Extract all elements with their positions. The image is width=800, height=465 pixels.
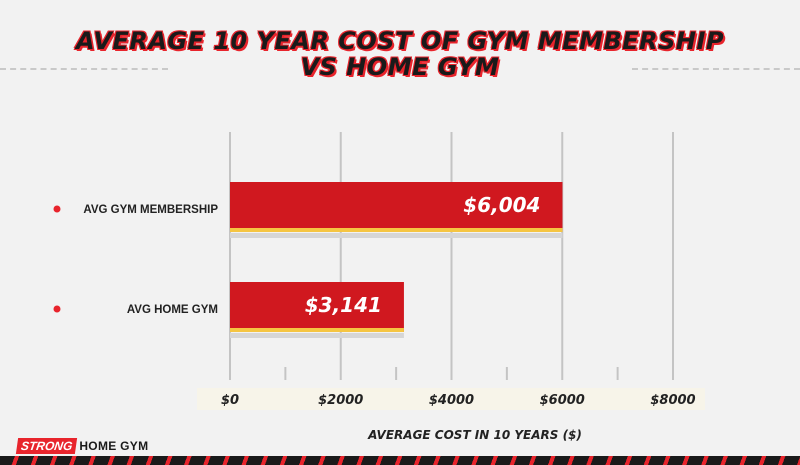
bar-0	[230, 182, 563, 232]
x-tick-label-4: $8000	[650, 393, 695, 408]
x-tick-label-2: $4000	[429, 393, 474, 408]
bar-highlight-0	[230, 228, 563, 232]
chart-title-line-1: AVERAGE 10 YEAR COST OF GYM MEMBERSHIP	[75, 27, 725, 55]
bottom-stripe-band	[0, 456, 800, 465]
x-tick-label-3: $6000	[540, 393, 585, 408]
x-tick-label-strip	[197, 388, 705, 410]
x-axis-title: AVERAGE COST IN 10 YEARS ($)	[368, 428, 582, 442]
x-tick-label-1: $2000	[318, 393, 363, 408]
category-bullet-icon-0	[53, 205, 61, 213]
title-divider-left	[0, 68, 168, 70]
category-label-0: AVG GYM MEMBERSHIP	[83, 204, 218, 216]
chart-title-line-2: VS HOME GYM	[300, 53, 500, 81]
brand-logo: STRONG HOME GYM	[15, 438, 149, 454]
data-label-0: $6,004	[463, 193, 540, 217]
bar-1	[230, 282, 404, 332]
bar-highlight-1	[230, 328, 404, 332]
category-label-1: AVG HOME GYM	[127, 304, 218, 316]
category-bullet-icon-1	[53, 305, 61, 313]
brand-logo-strong: STRONG	[15, 438, 78, 454]
title-divider-right	[632, 68, 800, 70]
brand-logo-rest: HOME GYM	[79, 439, 149, 453]
data-label-1: $3,141	[305, 293, 382, 317]
bar-shadow-1	[230, 333, 404, 338]
x-tick-label-0: $0	[221, 393, 239, 408]
bar-shadow-0	[230, 233, 563, 238]
